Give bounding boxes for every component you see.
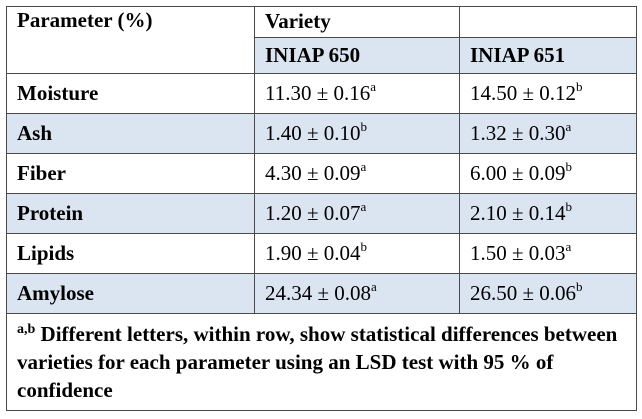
cell-value: 1.90 ± 0.04 [265, 240, 361, 265]
cell-iniap-651: 1.50 ± 0.03a [459, 232, 637, 274]
table-row-protein: Protein 1.20 ± 0.07a 2.10 ± 0.14b [6, 193, 637, 234]
cell-value: 1.40 ± 0.10 [265, 121, 361, 146]
cell-value: 2.10 ± 0.14 [470, 201, 566, 226]
parameter-header: Parameter (%) [6, 5, 255, 75]
cell-iniap-651: 26.50 ± 0.06b [459, 272, 637, 314]
cell-iniap-650: 11.30 ± 0.16a [254, 73, 460, 115]
significance-letter: a [565, 238, 572, 254]
column-header-iniap-651: INIAP 651 [459, 36, 637, 75]
table-row-moisture: Moisture 11.30 ± 0.16a 14.50 ± 0.12b [6, 73, 637, 115]
header-row-top: Parameter (%) Variety [6, 5, 637, 75]
significance-letter: b [565, 159, 573, 175]
cell-value: 1.50 ± 0.03 [470, 240, 566, 265]
cell-value: 1.20 ± 0.07 [265, 201, 361, 226]
cell-iniap-650: 1.40 ± 0.10b [254, 113, 460, 155]
significance-letter: b [565, 199, 573, 215]
significance-letter: a [565, 119, 572, 135]
cell-value: 4.30 ± 0.09 [265, 161, 361, 186]
footnote-row: a,b Different letters, within row, show … [6, 312, 637, 412]
header-row-sub: INIAP 650 INIAP 651 [7, 36, 637, 75]
cell-value: 26.50 ± 0.06 [470, 280, 577, 305]
cell-iniap-650: 1.90 ± 0.04b [254, 232, 460, 274]
table-row-ash: Ash 1.40 ± 0.10b 1.32 ± 0.30a [6, 113, 637, 155]
significance-letter: b [576, 79, 583, 95]
cell-iniap-651: 6.00 ± 0.09b [459, 153, 637, 195]
cell-iniap-651: 14.50 ± 0.12b [459, 73, 637, 115]
cell-value: 6.00 ± 0.09 [470, 161, 566, 186]
table-row-amylose: Amylose 24.34 ± 0.08a 26.50 ± 0.06b [6, 272, 637, 314]
significance-letter: a [360, 159, 367, 175]
row-parameter: Protein [6, 193, 255, 234]
cell-value: 24.34 ± 0.08 [265, 280, 372, 305]
cell-iniap-650: 1.20 ± 0.07a [254, 193, 460, 234]
row-parameter: Lipids [6, 232, 255, 274]
composition-table: Parameter (%) Variety INIAP 650 INIAP 65… [6, 5, 637, 412]
significance-letter: b [360, 119, 368, 135]
cell-iniap-651: 1.32 ± 0.30a [459, 113, 637, 155]
significance-letter: a [360, 199, 367, 215]
footnote-text: Different letters, within row, show stat… [17, 321, 618, 402]
significance-letter: a [370, 79, 377, 95]
table-footnote: a,b Different letters, within row, show … [6, 312, 637, 412]
variety-header: Variety [254, 6, 460, 38]
cell-iniap-651: 2.10 ± 0.14b [459, 193, 637, 234]
row-parameter: Ash [6, 113, 255, 155]
table-row-lipids: Lipids 1.90 ± 0.04b 1.50 ± 0.03a [6, 232, 637, 274]
cell-value: 14.50 ± 0.12 [470, 81, 577, 106]
table-row-fiber: Fiber 4.30 ± 0.09a 6.00 ± 0.09b [6, 153, 637, 195]
column-header-iniap-650: INIAP 650 [254, 36, 460, 75]
cell-iniap-650: 4.30 ± 0.09a [254, 153, 460, 195]
cell-iniap-650: 24.34 ± 0.08a [254, 272, 460, 314]
row-parameter: Fiber [6, 153, 255, 195]
significance-letter: b [360, 238, 368, 254]
variety-header-empty [459, 6, 637, 38]
significance-letter: a [371, 278, 377, 294]
cell-value: 1.32 ± 0.30 [470, 121, 566, 146]
cell-value: 11.30 ± 0.16 [265, 81, 371, 106]
significance-letter: b [576, 278, 583, 294]
row-parameter: Moisture [6, 73, 255, 115]
footnote-marker: a,b [17, 321, 36, 337]
row-parameter: Amylose [6, 272, 255, 314]
